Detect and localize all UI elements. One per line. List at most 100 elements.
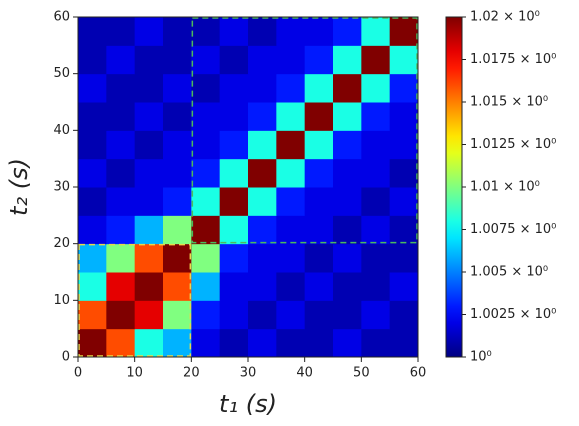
heatmap-cell xyxy=(248,17,277,46)
heatmap-cell xyxy=(219,300,249,330)
heatmap-cell xyxy=(106,215,136,245)
heatmap-cell xyxy=(191,215,221,245)
heatmap-cell xyxy=(248,158,277,188)
heatmap-cell xyxy=(276,102,306,131)
heatmap-cell xyxy=(191,17,221,46)
heatmap-cell xyxy=(304,243,334,273)
heatmap-cell xyxy=(78,187,107,216)
x-axis-title: t₁ (s) xyxy=(219,390,277,418)
heatmap-cell xyxy=(361,215,391,245)
heatmap-cell xyxy=(78,73,107,103)
heatmap-cell xyxy=(163,130,192,160)
heatmap-cell xyxy=(163,243,192,273)
heatmap-cell xyxy=(361,130,391,160)
heatmap-cell xyxy=(248,102,277,131)
heatmap-cell xyxy=(276,300,306,330)
heatmap-cell xyxy=(333,17,362,46)
heatmap-cell xyxy=(361,328,391,358)
heatmap-cell xyxy=(191,187,221,216)
colorbar-tick-label: 1.0175 × 10⁰ xyxy=(470,52,556,67)
heatmap-cell xyxy=(333,272,362,301)
heatmap-cell xyxy=(191,328,221,358)
y-tick-label: 0 xyxy=(62,350,70,365)
heatmap-cell xyxy=(134,17,164,46)
y-tick-label: 10 xyxy=(53,293,70,308)
heatmap-cell xyxy=(248,215,277,245)
heatmap-cell xyxy=(78,300,107,330)
heatmap-cell xyxy=(191,272,221,301)
x-tick-label: 20 xyxy=(183,366,200,381)
heatmap-cell xyxy=(276,158,306,188)
colorbar-tick-label: 1.02 × 10⁰ xyxy=(470,10,540,25)
colorbar-tick-label: 1.015 × 10⁰ xyxy=(470,95,548,110)
heatmap-cell xyxy=(106,73,136,103)
heatmap-cell xyxy=(219,243,249,273)
heatmap-cell xyxy=(106,328,136,358)
heatmap-cell xyxy=(134,187,164,216)
heatmap-cell xyxy=(333,102,362,131)
heatmap-cell xyxy=(106,300,136,330)
heatmap-cell xyxy=(389,300,419,330)
heatmap-cell xyxy=(163,158,192,188)
heatmap-cell xyxy=(191,73,221,103)
heatmap-cell xyxy=(219,73,249,103)
heatmap-cell xyxy=(389,130,419,160)
heatmap-cell xyxy=(248,130,277,160)
heatmap-cell xyxy=(106,243,136,273)
heatmap-cell xyxy=(134,73,164,103)
heatmap-cell xyxy=(78,243,107,273)
heatmap-cell xyxy=(389,73,419,103)
heatmap-cell xyxy=(134,243,164,273)
heatmap-cell xyxy=(389,45,419,75)
heatmap-cell xyxy=(276,328,306,358)
heatmap-cell xyxy=(134,300,164,330)
heatmap-cell xyxy=(276,17,306,46)
heatmap-cell xyxy=(163,45,192,75)
x-tick-label: 40 xyxy=(296,366,313,381)
x-tick-label: 60 xyxy=(410,366,427,381)
heatmap-cell xyxy=(163,300,192,330)
heatmap-cell xyxy=(163,17,192,46)
heatmap-cell xyxy=(333,243,362,273)
heatmap-cell xyxy=(191,158,221,188)
highlight-region xyxy=(78,243,192,357)
heatmap-cell xyxy=(304,300,334,330)
x-tick-label: 50 xyxy=(353,366,370,381)
heatmap-cell xyxy=(134,102,164,131)
heatmap-cell xyxy=(219,215,249,245)
heatmap-cell xyxy=(78,130,107,160)
heatmap-cell xyxy=(106,187,136,216)
heatmap-cell xyxy=(304,328,334,358)
heatmap-cell xyxy=(163,73,192,103)
heatmap-cell xyxy=(163,102,192,131)
heatmap-cell xyxy=(163,328,192,358)
colorbar-tick-label: 1.0025 × 10⁰ xyxy=(470,307,556,322)
heatmap-cell xyxy=(333,130,362,160)
heatmap-cell xyxy=(333,45,362,75)
heatmap-cell xyxy=(134,328,164,358)
heatmap-cell xyxy=(276,215,306,245)
heatmap-cell xyxy=(333,73,362,103)
heatmap-cell xyxy=(78,158,107,188)
heatmap-cell xyxy=(163,272,192,301)
heatmap-cell xyxy=(304,130,334,160)
heatmap-cell xyxy=(248,45,277,75)
heatmap-cell xyxy=(333,300,362,330)
heatmap-cell xyxy=(276,45,306,75)
heatmap-cell xyxy=(134,215,164,245)
heatmap-cell xyxy=(389,17,419,46)
heatmap-cell xyxy=(333,187,362,216)
heatmap-cell xyxy=(389,102,419,131)
heatmap-cell xyxy=(106,158,136,188)
heatmap-cell xyxy=(78,215,107,245)
y-tick-label: 40 xyxy=(53,123,70,138)
heatmap-cell xyxy=(361,17,391,46)
heatmap-cell xyxy=(163,187,192,216)
x-tick-label: 30 xyxy=(240,366,257,381)
heatmap-cell xyxy=(304,17,334,46)
heatmap-cell xyxy=(361,243,391,273)
heatmap-cell xyxy=(389,243,419,273)
heatmap-cell xyxy=(304,187,334,216)
